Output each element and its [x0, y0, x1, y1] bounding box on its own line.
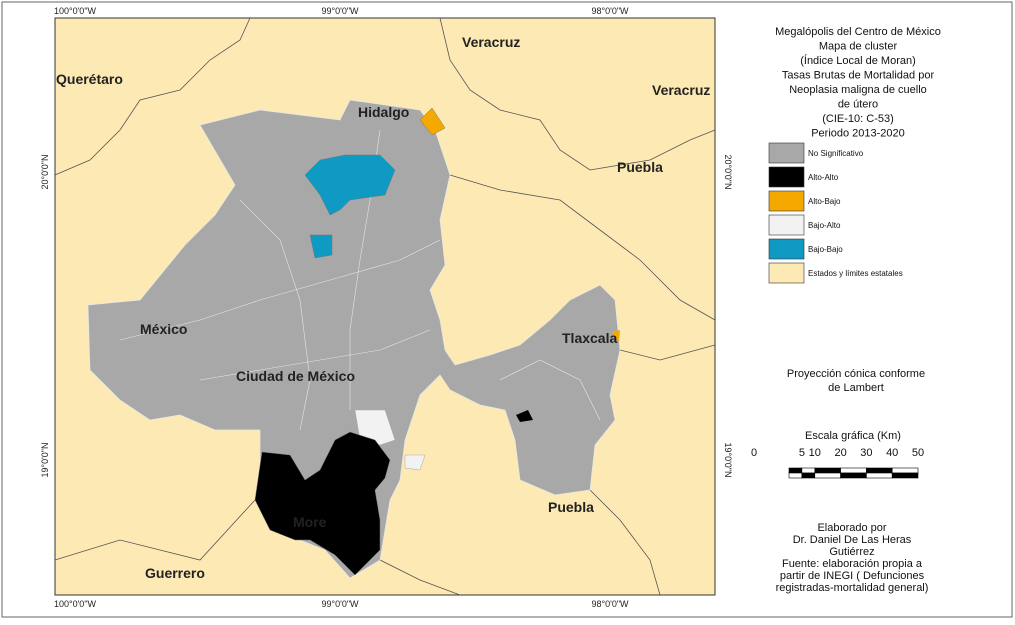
legend-title: Megalópolis del Centro de México — [775, 26, 941, 38]
state-label: Puebla — [548, 499, 594, 515]
legend-title: (CIE-10: C-53) — [822, 113, 894, 125]
legend-swatch — [768, 238, 805, 260]
coord-label: 20°0'0"N — [723, 154, 733, 189]
legend-label: No Significativo — [808, 149, 864, 158]
legend-title: Neoplasia maligna de cuello — [789, 84, 927, 96]
scale-segment — [814, 467, 841, 474]
state-boundaries — [54, 17, 716, 596]
coord-label: 98°0'0"W — [591, 599, 629, 609]
legend-label: Bajo-Alto — [808, 221, 841, 230]
projection-text: de Lambert — [828, 382, 884, 394]
legend-title: Periodo 2013-2020 — [811, 128, 905, 140]
scale-segment — [801, 467, 816, 474]
legend-swatch — [768, 190, 805, 212]
scale-tick-label: 40 — [886, 447, 898, 459]
scale-segment — [801, 472, 816, 479]
region-alto-alto — [516, 410, 533, 422]
projection-text: Proyección cónica conforme — [787, 368, 925, 380]
coord-label: 19°0'0"N — [40, 442, 50, 477]
state-label: Ciudad de México — [236, 368, 355, 384]
region-bajo-bajo — [309, 234, 333, 259]
state-label: Querétaro — [56, 71, 123, 87]
state-label: Veracruz — [652, 82, 710, 98]
region-alto-alto — [254, 431, 391, 576]
legend-label: Bajo-Bajo — [808, 245, 843, 254]
state-label: México — [140, 321, 187, 337]
scale-tick-label: 30 — [860, 447, 872, 459]
credits-text: Elaborado por — [817, 522, 886, 534]
scale-segment — [866, 472, 893, 479]
scale-tick-label: 5 — [799, 447, 805, 459]
region-bajo-bajo — [304, 154, 396, 216]
coord-label: 98°0'0"W — [591, 6, 629, 16]
coord-label: 99°0'0"W — [321, 599, 359, 609]
credits-text: partir de INEGI ( Defunciones — [780, 570, 925, 582]
credits-text: Gutiérrez — [829, 546, 874, 558]
scale-segment — [840, 472, 867, 479]
legend-swatch — [768, 166, 805, 188]
scale-segment — [866, 467, 893, 474]
legend-label: Estados y límites estatales — [808, 269, 903, 278]
coord-label: 20°0'0"N — [40, 154, 50, 189]
legend-swatch — [768, 262, 805, 284]
state-label: More — [293, 514, 327, 530]
scale-segment — [891, 472, 919, 479]
scale-segment — [891, 467, 919, 474]
state-label: Guerrero — [145, 565, 205, 581]
legend-label: Alto-Alto — [808, 173, 839, 182]
coord-label: 19°0'0"N — [723, 442, 733, 477]
legend-title: Tasas Brutas de Mortalidad por — [782, 70, 935, 82]
scale-tick-label: 20 — [834, 447, 846, 459]
credits-text: registradas-mortalidad general) — [776, 582, 929, 594]
legend-swatch — [768, 214, 805, 236]
scale-tick-label: 10 — [809, 447, 821, 459]
coord-label: 100°0'0"W — [54, 6, 97, 16]
region-alto-bajo — [612, 330, 620, 342]
scale-tick-label: 50 — [912, 447, 924, 459]
scale-title: Escala gráfica (Km) — [805, 430, 901, 442]
state-label: Tlaxcala — [562, 330, 617, 346]
scale-segment — [840, 467, 867, 474]
state-label: Hidalgo — [358, 104, 409, 120]
coord-label: 100°0'0"W — [54, 599, 97, 609]
credits-text: Fuente: elaboración propia a — [782, 558, 923, 570]
scale-tick-label: 0 — [751, 447, 757, 459]
state-label: Puebla — [617, 159, 663, 175]
legend-swatch — [768, 142, 805, 164]
region-bajo-alto — [404, 454, 426, 471]
coord-label: 99°0'0"W — [321, 6, 359, 16]
legend-title: de útero — [838, 99, 878, 111]
credits-text: Dr. Daniel De Las Heras — [793, 534, 912, 546]
legend-title: Mapa de cluster — [819, 41, 898, 53]
scale-segment — [788, 467, 803, 474]
legend-title: (Índice Local de Moran) — [800, 54, 916, 67]
scale-segment — [814, 472, 841, 479]
region-alto-bajo — [419, 107, 446, 136]
state-label: Veracruz — [462, 34, 520, 50]
scale-segment — [788, 472, 803, 479]
legend-label: Alto-Bajo — [808, 197, 841, 206]
